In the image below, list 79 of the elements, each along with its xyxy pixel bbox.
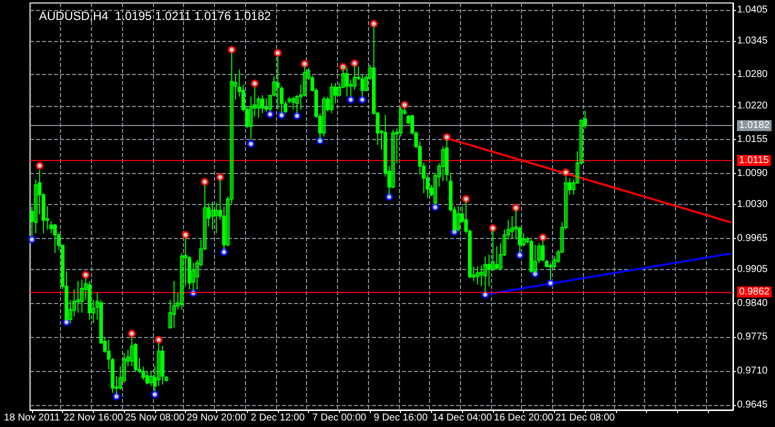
point	[292, 112, 301, 120]
point	[128, 330, 136, 338]
point	[220, 248, 228, 256]
x-tick-label: 9 Dec 16:00	[374, 412, 428, 424]
point	[200, 178, 209, 186]
point	[385, 192, 394, 201]
y-tick-label: 1.0405	[737, 4, 768, 16]
x-tick-label: 22 Nov 16:00	[64, 412, 124, 424]
point	[488, 224, 497, 232]
x-tick-label: 21 Dec 08:00	[555, 412, 616, 424]
ref-line-label: 1.0182	[739, 120, 770, 132]
y-tick-label: 0.9840	[737, 298, 768, 309]
candlestick	[456, 206, 460, 232]
candlestick	[172, 280, 176, 328]
x-tick-label: 2 Dec 12:00	[250, 412, 306, 424]
point	[154, 336, 163, 344]
candlestick	[214, 202, 218, 234]
y-tick-label: 0.9965	[737, 232, 768, 244]
point	[346, 96, 355, 104]
candlestick	[322, 96, 326, 138]
point	[250, 80, 259, 88]
point	[28, 236, 36, 244]
point	[516, 251, 524, 260]
point	[562, 168, 570, 176]
y-tick-label: 1.0345	[737, 35, 768, 46]
candlestick	[483, 256, 488, 294]
candlestick	[291, 96, 295, 110]
point	[400, 100, 409, 109]
point	[300, 60, 309, 68]
point	[358, 96, 366, 104]
point	[266, 110, 274, 118]
ref-line-label: 1.0115	[739, 155, 770, 166]
x-tick-label: 14 Dec 04:00	[432, 412, 492, 424]
y-tick-label: 1.0030	[737, 199, 768, 210]
x-tick-label: 16 Dec 20:00	[494, 412, 554, 424]
y-tick-label: 0.9775	[737, 332, 768, 343]
point	[112, 392, 120, 400]
candlestick	[80, 279, 84, 314]
candlestick	[76, 280, 80, 314]
candlestick	[330, 82, 334, 114]
point	[228, 46, 236, 54]
x-tick-label: 7 Dec 00:00	[312, 412, 367, 424]
point	[546, 279, 555, 288]
y-tick-label: 0.9645	[737, 399, 768, 410]
x-tick-label: 29 Nov 20:00	[186, 412, 246, 424]
point	[150, 390, 159, 398]
y-tick-label: 1.0090	[737, 168, 768, 179]
point	[431, 203, 440, 212]
point	[82, 270, 90, 279]
point	[350, 59, 359, 68]
y-tick-label: 0.9710	[737, 366, 768, 377]
candlestick	[276, 56, 280, 110]
point	[442, 133, 451, 142]
y-tick-label: 1.0155	[737, 134, 768, 146]
point	[278, 111, 286, 120]
candlestick	[533, 244, 538, 275]
candlestick	[53, 223, 57, 254]
point	[370, 20, 378, 28]
point	[246, 140, 255, 148]
point	[36, 162, 44, 170]
text: AUDUSD,H4 1.0195 1.0211 1.0176 1.0182	[39, 9, 272, 23]
ref-line-label: 0.9862	[739, 286, 770, 298]
y-tick-label: 1.0280	[737, 69, 768, 80]
candlestick	[260, 94, 264, 114]
point	[538, 233, 547, 242]
y-tick-label: 1.0220	[737, 100, 768, 112]
point	[512, 204, 520, 212]
x-tick-label: 25 Nov 08:00	[125, 412, 186, 424]
point	[274, 48, 282, 57]
point	[216, 173, 224, 182]
y-tick-label: 0.9905	[737, 264, 768, 276]
candlestick	[264, 98, 268, 112]
candlestick	[476, 266, 480, 286]
candlestick	[345, 67, 349, 98]
point	[182, 230, 190, 239]
point	[462, 194, 470, 203]
candlestick	[210, 201, 214, 230]
x-tick-label: 18 Nov 2011	[4, 412, 60, 424]
candlestick	[130, 336, 134, 367]
